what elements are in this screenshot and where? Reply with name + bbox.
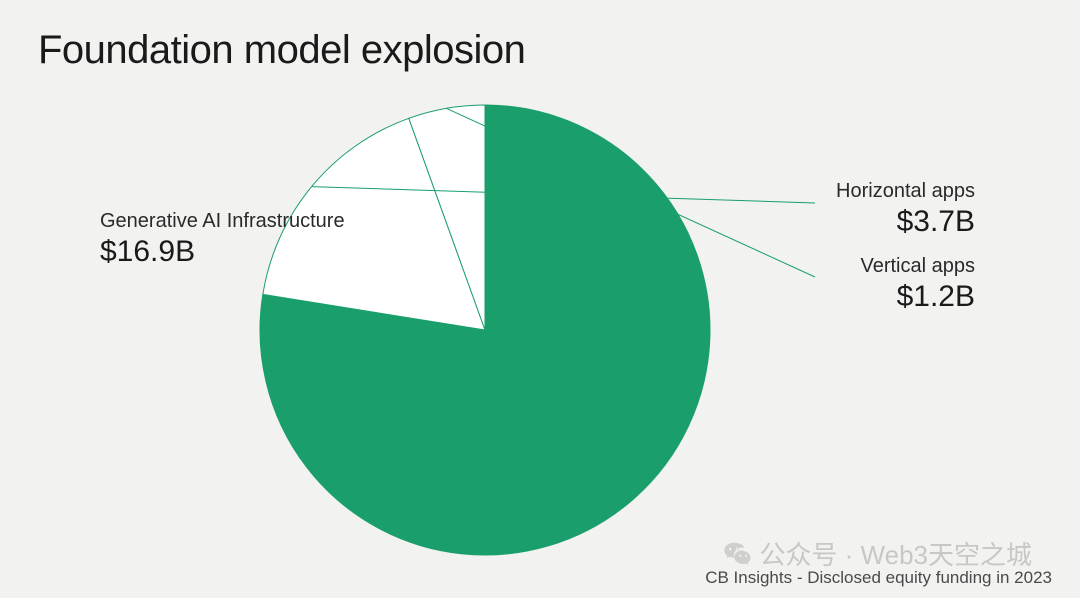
slice-label: Generative AI Infrastructure$16.9B [100,210,345,269]
slice-label-value: $1.2B [860,280,975,314]
slice-label-name: Horizontal apps [836,180,975,203]
pie-svg [0,95,1080,565]
slice-label-name: Generative AI Infrastructure [100,210,345,233]
pie-chart: Generative AI Infrastructure$16.9B Horizo… [0,95,1080,565]
source-text: CB Insights - Disclosed equity funding i… [705,568,1052,588]
page-title: Foundation model explosion [38,28,525,73]
slice-label-value: $3.7B [836,205,975,239]
slice-label: Vertical apps$1.2B [860,255,975,314]
slice-label-value: $16.9B [100,235,345,269]
slice-label: Horizontal apps$3.7B [836,180,975,239]
slice-label-name: Vertical apps [860,255,975,278]
